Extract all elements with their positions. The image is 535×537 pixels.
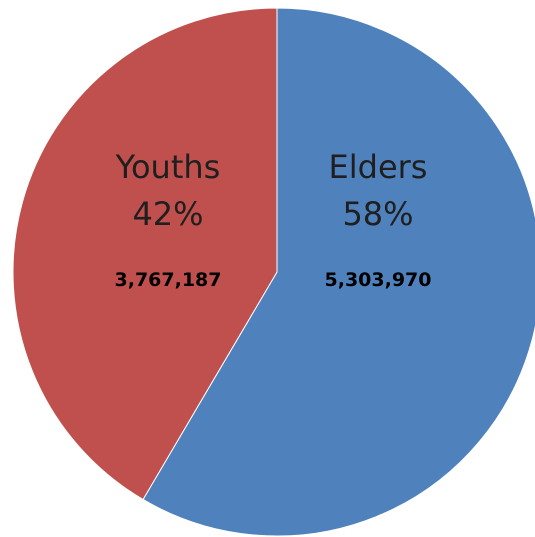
slice-value-elders: 5,303,970	[325, 269, 432, 291]
pie-slices	[12, 7, 535, 537]
slice-value-youths: 3,767,187	[115, 269, 222, 291]
slice-percent-elders: 58%	[342, 195, 413, 233]
pie-labels: Elders 58% 5,303,970 Youths 42% 3,767,187	[115, 148, 432, 291]
slice-percent-youths: 42%	[132, 195, 203, 233]
slice-label-elders: Elders	[329, 148, 428, 186]
pie-slice-elders	[142, 7, 535, 537]
slice-label-youths: Youths	[115, 148, 221, 186]
pie-slice-youths	[12, 7, 278, 501]
